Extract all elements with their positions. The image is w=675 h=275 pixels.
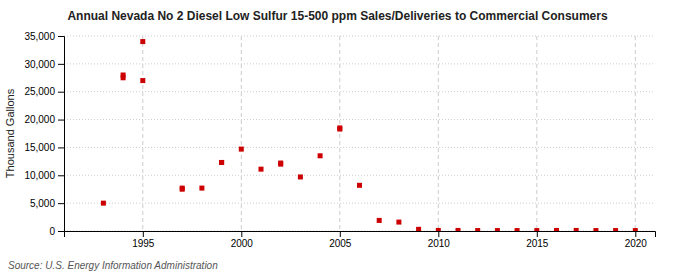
point: [239, 147, 244, 152]
grid-line-x: [339, 36, 340, 231]
point: [278, 161, 283, 166]
tick-label: 1995: [132, 238, 155, 249]
tick: 35,000: [24, 31, 64, 42]
point: [456, 228, 461, 231]
grid-line-y: [64, 203, 655, 204]
tick-mark: [537, 231, 538, 237]
grid-line-x: [241, 36, 242, 231]
grid-line-x: [438, 36, 439, 231]
point: [416, 227, 421, 231]
tick-mark: [58, 92, 64, 93]
tick-label: 30,000: [24, 59, 55, 70]
point: [574, 228, 579, 231]
tick: 1995: [132, 231, 155, 249]
tick: 2005: [329, 231, 352, 249]
tick-label: 15,000: [24, 142, 55, 153]
tick: 10,000: [24, 170, 64, 181]
title: Annual Nevada No 2 Diesel Low Sulfur 15-…: [67, 9, 608, 23]
x-axis: 1995 2000 2005 2010 2015 2020: [65, 231, 656, 249]
tick: 2000: [231, 231, 254, 249]
tick-label: 35,000: [24, 31, 55, 42]
tick-mark: [438, 231, 439, 237]
tick-mark: [58, 64, 64, 65]
point: [515, 228, 520, 231]
tick-label: 5,000: [30, 198, 55, 209]
point: [593, 228, 598, 231]
tick: 0: [49, 226, 64, 237]
tick: 20,000: [24, 114, 64, 125]
point: [534, 228, 539, 231]
point: [475, 228, 480, 231]
grid-line-x: [536, 36, 537, 231]
tick-label: 2000: [231, 238, 254, 249]
point: [140, 39, 145, 44]
point: [259, 167, 264, 172]
tick: 30,000: [24, 59, 64, 70]
grid-line-y: [64, 119, 655, 120]
point: [121, 75, 126, 80]
tick-mark: [58, 147, 64, 148]
chart: Annual Nevada No 2 Diesel Low Sulfur 15-…: [0, 0, 675, 275]
point: [199, 186, 204, 191]
tick: 2020: [625, 231, 648, 249]
point: [318, 153, 323, 158]
tick: 15,000: [24, 142, 64, 153]
point: [298, 174, 303, 179]
point: [337, 127, 342, 132]
point: [219, 160, 224, 165]
tick-mark: [340, 231, 341, 237]
tick-label: 2010: [428, 238, 451, 249]
y-axis: 0 5,000 10,000 15,000 20,000 25,000 30,000 35,0…: [24, 31, 64, 237]
tick-mark: [58, 231, 64, 232]
grid-line-y: [64, 147, 655, 148]
point: [377, 218, 382, 223]
tick-mark: [58, 175, 64, 176]
grid: [64, 36, 655, 231]
annotation: Source: U.S. Energy Information Administ…: [8, 260, 218, 271]
tick-mark: [635, 231, 636, 237]
tick: 2010: [428, 231, 451, 249]
grid-line-y: [64, 63, 655, 64]
point: [436, 228, 441, 231]
tick-mark: [58, 203, 64, 204]
point: [613, 228, 618, 231]
tick-label: 2005: [329, 238, 352, 249]
tick-label: 25,000: [24, 86, 55, 97]
tick: 2015: [526, 231, 549, 249]
tick-label: 10,000: [24, 170, 55, 181]
y-label: Thousand Gallons: [4, 88, 16, 178]
grid-line-y: [64, 91, 655, 92]
grid-line-x: [142, 36, 143, 231]
axis-line: [58, 37, 65, 232]
point: [101, 201, 106, 206]
axis-line: [65, 232, 656, 238]
points: [101, 39, 638, 231]
point: [357, 183, 362, 188]
tick: 5,000: [30, 198, 64, 209]
point: [219, 160, 224, 165]
grid-line-y: [64, 36, 655, 37]
point: [180, 187, 185, 192]
tick-mark: [58, 36, 64, 37]
tick: 25,000: [24, 86, 64, 97]
tick-label: 2020: [625, 238, 648, 249]
tick-mark: [58, 120, 64, 121]
grid-line-y: [64, 175, 655, 176]
tick-mark: [241, 231, 242, 237]
tick-label: 20,000: [24, 114, 55, 125]
point: [396, 220, 401, 225]
point: [495, 228, 500, 231]
point: [633, 228, 638, 231]
grid-line-x: [635, 36, 636, 231]
tick-label: 2015: [526, 238, 549, 249]
tick-mark: [143, 231, 144, 237]
tick-label: 0: [49, 226, 55, 237]
point: [554, 228, 559, 231]
point: [140, 78, 145, 83]
